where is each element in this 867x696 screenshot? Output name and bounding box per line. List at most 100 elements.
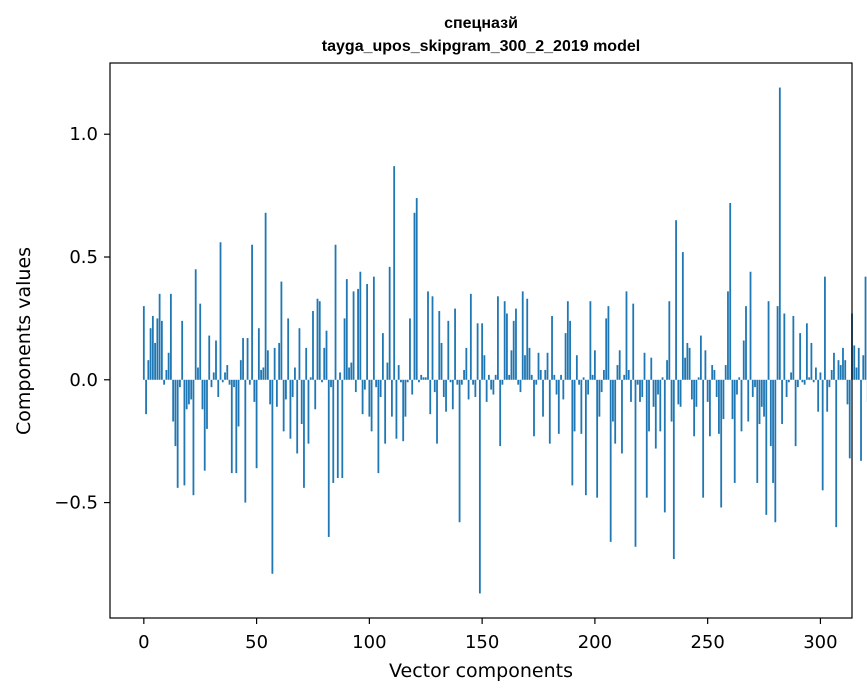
bar-96 [359,271,362,380]
bar-320 [864,276,867,380]
bar-99 [366,284,368,380]
bar-198 [589,301,592,380]
bar-305 [830,369,833,380]
bar-279 [772,379,774,483]
bar-80 [323,347,326,380]
bar-209 [614,379,617,444]
bar-240 [684,357,686,380]
bar-169 [524,355,526,380]
bar-259 [727,291,729,380]
x-axis-label: Vector components [389,660,573,682]
bar-183 [555,379,558,395]
bar-19 [185,379,188,410]
bar-126 [427,291,429,380]
bar-239 [681,252,684,380]
bar-268 [747,379,750,422]
bar-309 [839,365,842,380]
x-axis: 0 50 100 150 200 250 300 [138,618,838,653]
bar-287 [790,372,792,380]
bar-3 [149,328,152,380]
bar-71 [303,379,305,488]
bar-124 [422,377,425,380]
bar-109 [388,266,391,380]
bar-190 [571,379,574,486]
bar-32 [215,340,217,380]
bar-60 [278,342,281,380]
bar-12 [169,293,172,380]
x-tick-label: 300 [803,632,837,653]
bar-72 [305,347,308,380]
bar-94 [354,379,357,393]
bar-253 [713,369,716,380]
bar-7 [158,293,161,380]
bar-25 [199,303,202,380]
y-axis: −0.5 0.0 0.5 1.0 [54,124,110,514]
bar-120 [413,212,416,380]
bar-299 [817,379,820,412]
bar-222 [643,352,646,380]
bar-185 [560,374,562,380]
bar-262 [733,379,736,483]
bar-40 [233,379,235,388]
bar-82 [327,379,330,537]
bar-291 [799,333,802,380]
bar-6 [156,318,159,380]
bar-264 [738,377,741,380]
bar-238 [679,379,682,407]
bar-220 [639,379,641,402]
bar-111 [393,166,396,380]
bar-242 [688,347,691,380]
bar-263 [736,379,738,395]
bar-39 [230,379,233,474]
bar-115 [402,379,405,442]
bar-130 [436,379,438,444]
bar-141 [460,379,463,385]
bar-292 [801,379,804,383]
bar-151 [483,355,486,380]
bar-234 [670,379,673,422]
bar-277 [767,301,770,380]
bar-174 [535,379,538,385]
bar-75 [312,311,314,380]
bar-229 [659,379,662,432]
bar-173 [533,379,535,437]
bar-294 [805,323,808,380]
bar-255 [718,379,720,434]
bar-140 [458,379,461,523]
bar-27 [203,379,206,471]
bar-290 [796,379,799,388]
bar-152 [485,379,488,402]
bar-70 [300,379,303,424]
bar-184 [557,379,560,434]
bar-18 [183,379,186,486]
bar-206 [607,306,610,380]
bar-172 [530,374,533,380]
bar-310 [842,347,844,380]
bar-34 [219,242,222,380]
bar-91 [348,367,350,380]
chart-title-line-2: tayga_upos_skipgram_300_2_2019 model [322,38,640,55]
bar-270 [751,379,754,397]
bar-11 [167,352,170,380]
bar-65 [289,379,292,439]
bar-235 [672,379,675,560]
bar-272 [756,379,759,483]
bar-154 [490,379,493,390]
bar-123 [420,374,423,380]
bar-14 [174,379,177,447]
bar-38 [228,379,231,385]
bar-275 [763,379,765,417]
bar-8 [160,320,163,380]
bar-244 [693,379,696,437]
y-tick-label: 1.0 [69,124,98,145]
bar-102 [372,276,375,380]
bar-218 [634,379,637,547]
bar-205 [605,318,608,380]
bar-47 [248,379,251,385]
bar-166 [517,379,520,385]
bar-5 [154,342,156,380]
bar-30 [210,379,213,388]
bar-119 [411,379,414,395]
bar-57 [271,379,274,574]
bar-202 [598,379,601,417]
